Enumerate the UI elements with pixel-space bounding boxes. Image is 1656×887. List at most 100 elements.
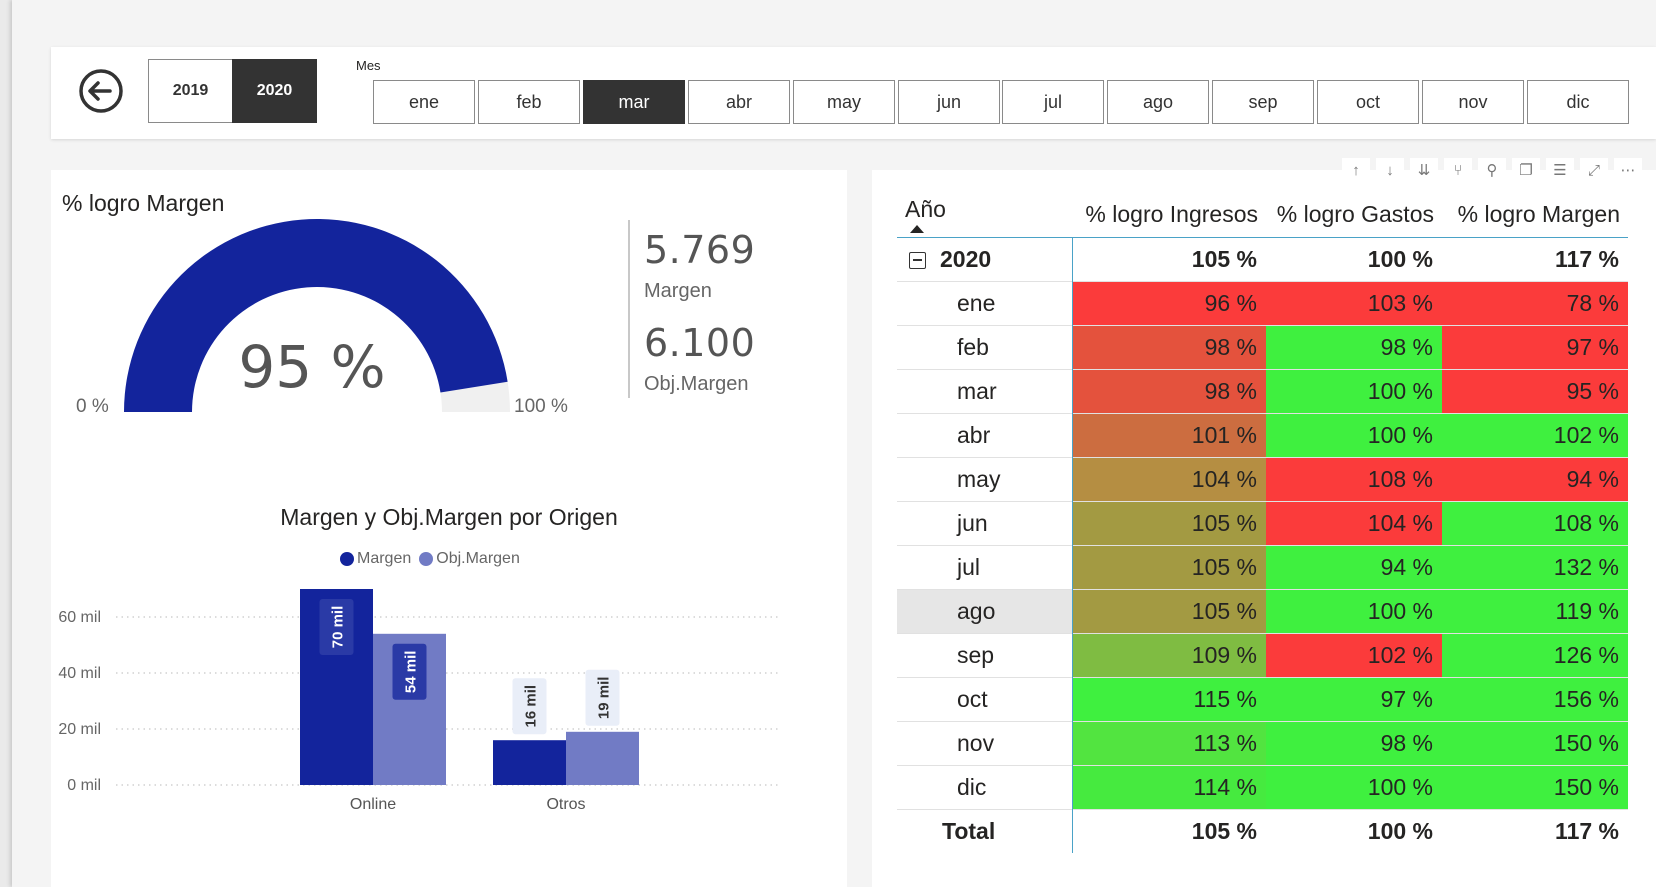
pin-icon[interactable]: ⚲	[1478, 158, 1506, 182]
gauge-chart[interactable]: 95 % 0 % 100 %	[60, 215, 600, 435]
month-button-nov[interactable]: nov	[1422, 80, 1524, 124]
header-ingresos[interactable]: % logro Ingresos	[1072, 193, 1266, 238]
header-ano-label: Año	[905, 196, 946, 223]
total-label: Total	[897, 808, 1073, 853]
table-row[interactable]: jun 105 % 104 % 108 %	[897, 500, 1628, 545]
legend-label: Obj.Margen	[436, 550, 520, 567]
table-row[interactable]: ago 105 % 100 % 119 %	[897, 588, 1628, 633]
data-label: 19 mil	[596, 677, 613, 720]
data-label: 16 mil	[523, 685, 540, 728]
month-button-oct[interactable]: oct	[1317, 80, 1419, 124]
cell-ingresos: 113 %	[1072, 720, 1266, 765]
month-button-may[interactable]: may	[793, 80, 895, 124]
year-button-2020[interactable]: 2020	[232, 59, 317, 123]
sort-up-icon[interactable]: ↑	[1342, 158, 1370, 182]
legend-item-obj-margen[interactable]: Obj.Margen	[419, 550, 520, 568]
cell-gastos: 104 %	[1266, 500, 1442, 545]
cell-margen: 156 %	[1442, 676, 1628, 721]
row-label: may	[897, 456, 1073, 501]
year-ingresos: 105 %	[1072, 236, 1266, 281]
y-tick-label: 0 mil	[67, 777, 101, 794]
cell-gastos: 103 %	[1266, 280, 1442, 325]
row-label: sep	[897, 632, 1073, 677]
bar-margen-otros	[493, 740, 566, 785]
month-button-ene[interactable]: ene	[373, 80, 475, 124]
month-button-sep[interactable]: sep	[1212, 80, 1314, 124]
cell-ingresos: 98 %	[1072, 324, 1266, 369]
more-icon[interactable]: ⋯	[1614, 158, 1642, 182]
table-row[interactable]: abr 101 % 100 % 102 %	[897, 412, 1628, 457]
cell-margen: 150 %	[1442, 720, 1628, 765]
data-label: 54 mil	[403, 651, 420, 694]
filter-icon[interactable]: ☰	[1546, 158, 1574, 182]
row-label: abr	[897, 412, 1073, 457]
bar-chart-title: Margen y Obj.Margen por Origen	[280, 504, 618, 530]
kpi-divider	[628, 220, 630, 398]
y-tick-label: 60 mil	[58, 609, 101, 626]
year-row: 2020 105 % 100 % 117 %	[897, 236, 1628, 281]
collapse-icon[interactable]	[909, 251, 926, 269]
header-gastos[interactable]: % logro Gastos	[1266, 193, 1442, 238]
margen-value: 5.769	[644, 228, 756, 272]
cell-margen: 119 %	[1442, 588, 1628, 633]
legend-item-margen[interactable]: Margen	[340, 550, 411, 568]
cell-gastos: 100 %	[1266, 764, 1442, 809]
month-button-ago[interactable]: ago	[1107, 80, 1209, 124]
cell-ingresos: 96 %	[1072, 280, 1266, 325]
obj-margen-value: 6.100	[644, 321, 756, 365]
cell-ingresos: 114 %	[1072, 764, 1266, 809]
table-row[interactable]: jul 105 % 94 % 132 %	[897, 544, 1628, 589]
year-gastos: 100 %	[1266, 236, 1442, 281]
data-label-bg	[319, 599, 354, 655]
table-row[interactable]: mar 98 % 100 % 95 %	[897, 368, 1628, 413]
focus-icon[interactable]: ⤢	[1580, 158, 1608, 182]
month-button-dic[interactable]: dic	[1527, 80, 1629, 124]
header-ano[interactable]: Año	[897, 193, 1072, 238]
year-margen: 117 %	[1442, 236, 1628, 281]
table-row[interactable]: oct 115 % 97 % 156 %	[897, 676, 1628, 721]
x-tick-label: Otros	[546, 796, 585, 813]
row-label: nov	[897, 720, 1073, 765]
total-margen: 117 %	[1442, 808, 1628, 853]
cell-gastos: 108 %	[1266, 456, 1442, 501]
cell-gastos: 100 %	[1266, 368, 1442, 413]
legend-dot-icon	[419, 552, 434, 566]
table-row[interactable]: ene 96 % 103 % 78 %	[897, 280, 1628, 325]
data-label-bg	[585, 669, 620, 726]
table-row[interactable]: dic 114 % 100 % 150 %	[897, 764, 1628, 809]
gauge-max-label: 100 %	[514, 396, 568, 417]
month-button-abr[interactable]: abr	[688, 80, 790, 124]
header-margen[interactable]: % logro Margen	[1442, 193, 1628, 238]
back-arrow-icon[interactable]	[78, 68, 124, 114]
copy-icon[interactable]: ❐	[1512, 158, 1540, 182]
expand-all-icon[interactable]: ⇊	[1410, 158, 1438, 182]
cell-margen: 150 %	[1442, 764, 1628, 809]
cell-gastos: 100 %	[1266, 588, 1442, 633]
cell-ingresos: 105 %	[1072, 544, 1266, 589]
legend-dot-icon	[340, 552, 354, 566]
y-tick-label: 20 mil	[58, 721, 101, 738]
table-row[interactable]: sep 109 % 102 % 126 %	[897, 632, 1628, 677]
year-button-2019[interactable]: 2019	[148, 59, 233, 123]
month-button-mar[interactable]: mar	[583, 80, 685, 124]
legend-label: Margen	[357, 550, 412, 567]
sort-down-icon[interactable]: ↓	[1376, 158, 1404, 182]
bar-chart-legend: Margen Obj.Margen	[340, 550, 520, 568]
cell-ingresos: 109 %	[1072, 632, 1266, 677]
month-button-jun[interactable]: jun	[898, 80, 1000, 124]
total-row: Total 105 % 100 % 117 %	[897, 808, 1628, 853]
bar-obj-margen-otros	[566, 731, 639, 785]
x-tick-label: Online	[350, 796, 396, 813]
drill-icon[interactable]: ⑂	[1444, 158, 1472, 182]
visual-toolbar: ↑ ↓ ⇊ ⑂ ⚲ ❐ ☰ ⤢ ⋯	[1342, 158, 1642, 182]
cell-gastos: 94 %	[1266, 544, 1442, 589]
row-label: jun	[897, 500, 1073, 545]
table-row[interactable]: feb 98 % 98 % 97 %	[897, 324, 1628, 369]
data-label-bg	[512, 678, 547, 735]
table-row[interactable]: nov 113 % 98 % 150 %	[897, 720, 1628, 765]
month-button-jul[interactable]: jul	[1002, 80, 1104, 124]
table-row[interactable]: may 104 % 108 % 94 %	[897, 456, 1628, 501]
month-button-feb[interactable]: feb	[478, 80, 580, 124]
cell-ingresos: 104 %	[1072, 456, 1266, 501]
cell-margen: 95 %	[1442, 368, 1628, 413]
